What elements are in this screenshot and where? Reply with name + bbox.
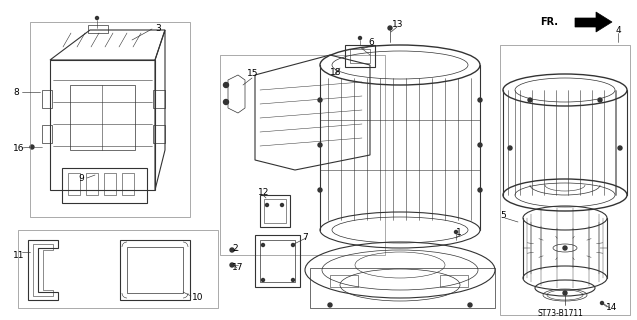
Text: 10: 10	[192, 293, 203, 302]
Bar	[330, 275, 358, 287]
Circle shape	[478, 188, 482, 192]
Bar	[18, 230, 218, 308]
Circle shape	[563, 291, 567, 295]
Text: 13: 13	[392, 20, 403, 28]
Bar	[30, 22, 190, 217]
Bar	[86, 173, 98, 195]
Circle shape	[280, 204, 283, 206]
Bar	[153, 90, 165, 108]
Bar	[350, 49, 370, 63]
Circle shape	[262, 244, 264, 246]
Text: 3: 3	[155, 23, 161, 33]
Bar	[68, 173, 80, 195]
Circle shape	[230, 263, 234, 267]
Bar	[62, 168, 147, 203]
Circle shape	[318, 188, 322, 192]
Text: 11: 11	[13, 251, 24, 260]
Circle shape	[266, 204, 269, 206]
Text: 2: 2	[232, 244, 238, 252]
Circle shape	[328, 303, 332, 307]
Bar	[42, 90, 52, 108]
Circle shape	[455, 230, 457, 234]
Bar	[153, 125, 165, 143]
Text: 16: 16	[13, 143, 24, 153]
Bar	[310, 268, 495, 308]
Circle shape	[30, 145, 34, 149]
Circle shape	[224, 100, 229, 105]
Text: 18: 18	[330, 68, 341, 76]
Circle shape	[230, 248, 234, 252]
Text: 1: 1	[456, 228, 462, 236]
Bar	[345, 45, 375, 67]
Text: 14: 14	[606, 302, 617, 311]
Circle shape	[292, 244, 294, 246]
Bar	[440, 275, 468, 287]
Text: 12: 12	[258, 188, 269, 196]
Circle shape	[618, 146, 622, 150]
Circle shape	[598, 98, 602, 102]
Circle shape	[318, 98, 322, 102]
Circle shape	[318, 143, 322, 147]
Text: 15: 15	[247, 68, 259, 77]
Bar	[255, 235, 300, 287]
Bar	[122, 173, 134, 195]
Bar	[42, 125, 52, 143]
Text: 9: 9	[78, 173, 83, 182]
Circle shape	[478, 98, 482, 102]
Bar	[88, 25, 108, 33]
Bar	[220, 55, 385, 255]
Circle shape	[478, 143, 482, 147]
Text: 5: 5	[500, 211, 506, 220]
Circle shape	[224, 83, 229, 87]
Bar	[260, 195, 290, 227]
Text: 17: 17	[232, 263, 243, 273]
Bar	[70, 85, 135, 150]
Circle shape	[388, 26, 392, 30]
Circle shape	[262, 278, 264, 282]
Circle shape	[359, 36, 362, 39]
Circle shape	[468, 303, 472, 307]
Text: 4: 4	[616, 26, 622, 35]
Circle shape	[563, 246, 567, 250]
Text: FR.: FR.	[540, 17, 558, 27]
Circle shape	[601, 301, 603, 305]
Bar	[500, 45, 630, 315]
Bar	[264, 199, 286, 223]
Text: 6: 6	[368, 37, 374, 46]
Bar	[50, 60, 155, 190]
Text: 7: 7	[302, 233, 308, 242]
Bar	[104, 173, 116, 195]
Bar	[260, 240, 295, 282]
Text: ST73-B1711: ST73-B1711	[537, 308, 583, 317]
Polygon shape	[575, 12, 612, 32]
Text: 8: 8	[13, 87, 18, 97]
Circle shape	[96, 17, 99, 20]
Circle shape	[292, 278, 294, 282]
Circle shape	[508, 146, 512, 150]
Circle shape	[528, 98, 532, 102]
